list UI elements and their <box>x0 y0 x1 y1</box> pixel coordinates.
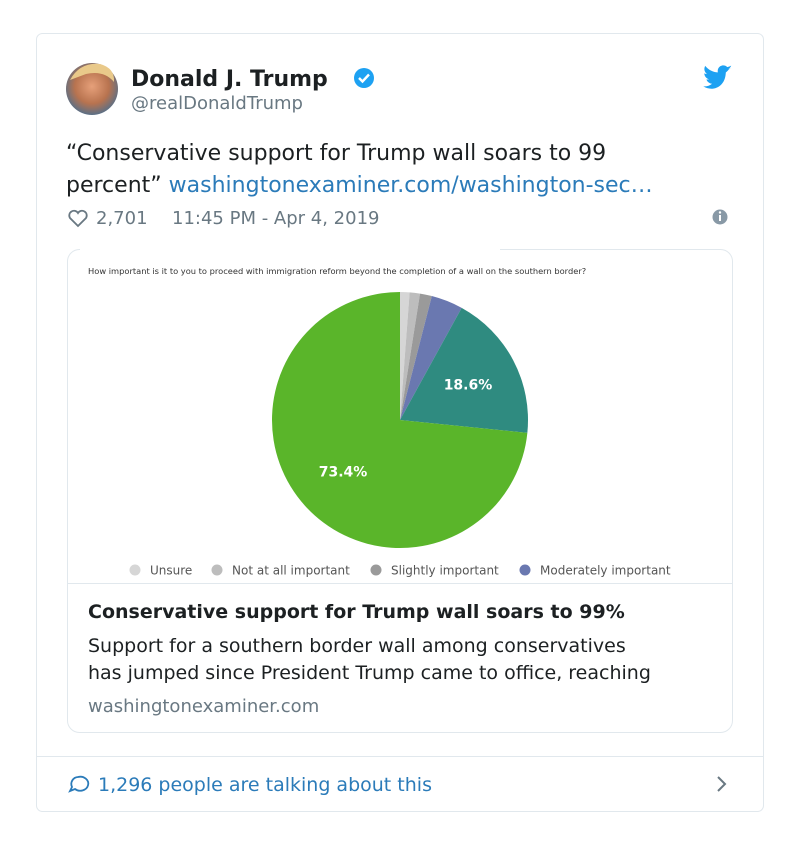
tweet-link[interactable]: washingtonexaminer.com/washington-sec… <box>169 173 653 198</box>
pie-chart: 18.6% 73.4% Unsure Not at all important Slig… <box>129 292 671 578</box>
slice-label: 18.6% <box>444 377 493 393</box>
timestamp[interactable]: 11:45 PM - Apr 4, 2019 <box>172 208 379 229</box>
pie-slice <box>400 292 421 420</box>
like-count[interactable]: 2,701 <box>96 208 148 229</box>
legend-swatch <box>211 564 223 576</box>
cropped-header-mask <box>80 240 500 250</box>
legend-label: Slightly important <box>391 564 499 578</box>
pie-slice <box>400 292 410 420</box>
pie-slice <box>400 296 462 420</box>
verified-badge <box>354 68 374 88</box>
legend-label: Unsure <box>150 564 192 578</box>
slice-label: 73.4% <box>319 465 368 481</box>
conversation-link[interactable]: 1,296 people are talking about this <box>98 774 432 796</box>
tweet-text: percent” <box>66 173 162 198</box>
author-name[interactable]: Donald J. Trump <box>131 67 328 92</box>
legend-label: Not at all important <box>232 564 350 578</box>
reply-icon[interactable] <box>68 775 90 793</box>
tweet-text-line: “Conservative support for Trump wall soa… <box>66 141 606 166</box>
pie-slice <box>400 307 528 433</box>
twitter-logo[interactable] <box>703 65 732 89</box>
legend-swatch <box>129 564 141 576</box>
tweet-text-line: percent” washingtonexaminer.com/washingt… <box>66 173 653 198</box>
avatar-hair <box>70 63 115 82</box>
card-description: Support for a southern border wall among… <box>88 635 626 657</box>
legend-label: Moderately important <box>540 564 671 578</box>
author-handle[interactable]: @realDonaldTrump <box>131 93 303 114</box>
chevron[interactable] <box>717 776 727 792</box>
pie-slice <box>400 293 432 420</box>
legend-swatch <box>519 564 531 576</box>
card-title[interactable]: Conservative support for Trump wall soar… <box>88 601 625 623</box>
legend-swatch <box>370 564 382 576</box>
info-icon[interactable] <box>712 209 728 225</box>
card-domain: washingtonexaminer.com <box>88 696 319 717</box>
chart-subtitle: How important is it to you to proceed wi… <box>88 266 586 276</box>
pie-slice <box>272 292 528 548</box>
card-description: has jumped since President Trump came to… <box>88 662 651 684</box>
like-icon[interactable] <box>68 209 88 228</box>
